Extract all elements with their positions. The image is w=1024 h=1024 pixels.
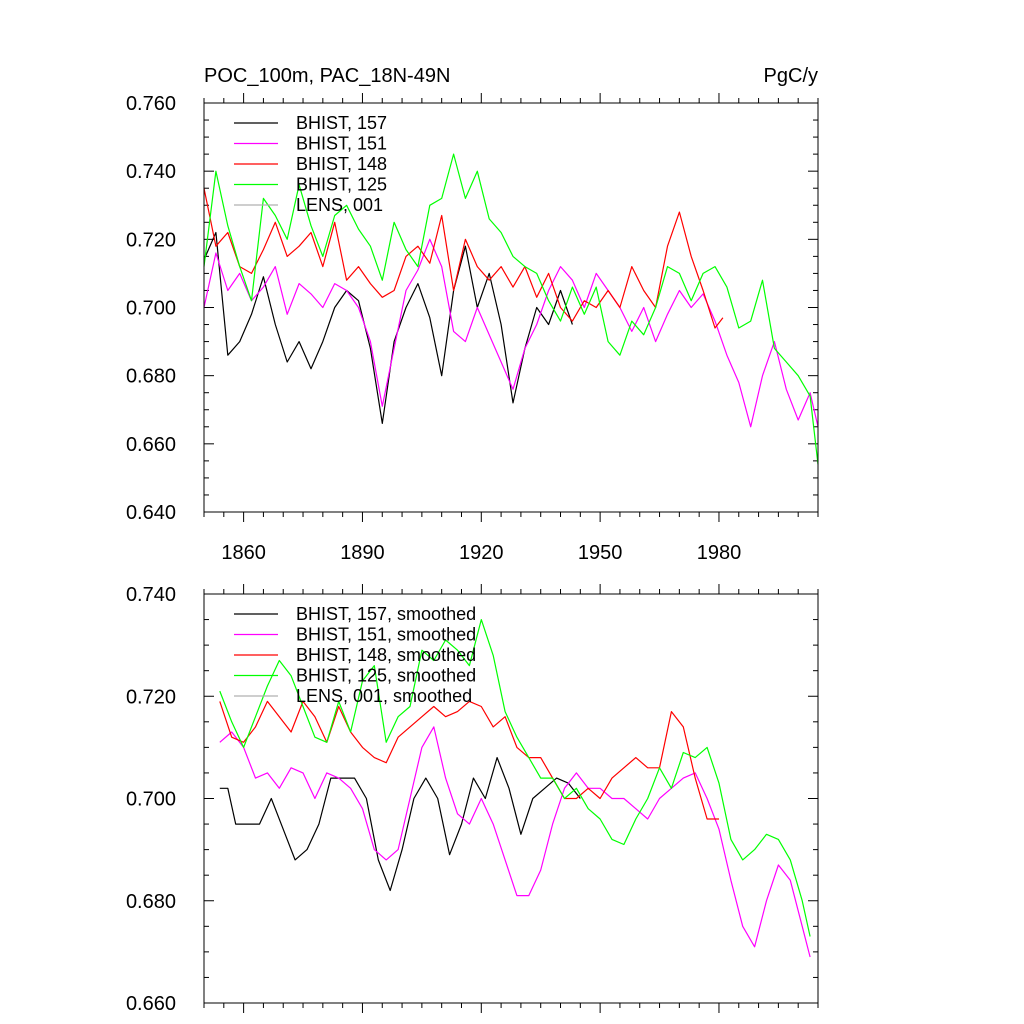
units-label: PgC/y — [764, 65, 818, 87]
y-tick-label: 0.740 — [126, 161, 176, 183]
y-tick-label: 0.640 — [126, 502, 176, 524]
x-tick-label: 1980 — [697, 542, 742, 564]
legend-label: BHIST, 148 — [296, 154, 387, 174]
x-tick-label: 1920 — [459, 542, 504, 564]
series-line-3 — [203, 153, 819, 465]
legend-label: BHIST, 151, smoothed — [296, 625, 476, 645]
y-tick-label: 0.660 — [126, 993, 176, 1015]
plot-frame — [203, 102, 819, 513]
y-tick-label: 0.720 — [126, 229, 176, 251]
y-tick-label: 0.740 — [126, 584, 176, 606]
legend-label: LENS, 001, smoothed — [296, 686, 472, 706]
series-line-2 — [203, 188, 724, 329]
series-line-0 — [219, 756, 581, 892]
top-chart: POC_100m, PAC_18N-49N PgC/y 0.640 0.660 0.… — [126, 65, 819, 564]
y-tick-label: 0.660 — [126, 434, 176, 456]
legend-label: BHIST, 125, smoothed — [296, 666, 476, 686]
y-tick-label: 0.680 — [126, 366, 176, 388]
y-tick-label: 0.700 — [126, 298, 176, 320]
plot-frame — [203, 593, 819, 1004]
series-line-2 — [219, 700, 719, 820]
legend-label: BHIST, 157 — [296, 113, 387, 133]
y-tick-label: 0.760 — [126, 93, 176, 115]
y-tick-label: 0.680 — [126, 891, 176, 913]
bottom-chart: 0.660 0.680 0.700 0.720 0.740 BHIST, 157, sm… — [126, 584, 819, 1015]
x-tick-label: 1950 — [578, 542, 623, 564]
series-line-3 — [219, 618, 811, 937]
y-tick-label: 0.720 — [126, 686, 176, 708]
legend-label: BHIST, 151 — [296, 134, 387, 154]
legend-label: BHIST, 125 — [296, 175, 387, 195]
legend-label: BHIST, 157, smoothed — [296, 604, 476, 624]
legend-label: BHIST, 148, smoothed — [296, 645, 476, 665]
y-tick-label: 0.700 — [126, 789, 176, 811]
x-tick-label: 1860 — [221, 542, 266, 564]
legend-label: LENS, 001 — [296, 195, 383, 215]
x-tick-label: 1890 — [340, 542, 385, 564]
series-line-1 — [219, 726, 811, 958]
chart-title: POC_100m, PAC_18N-49N — [204, 65, 450, 87]
series-line-0 — [203, 231, 573, 424]
series-line-1 — [203, 238, 819, 428]
